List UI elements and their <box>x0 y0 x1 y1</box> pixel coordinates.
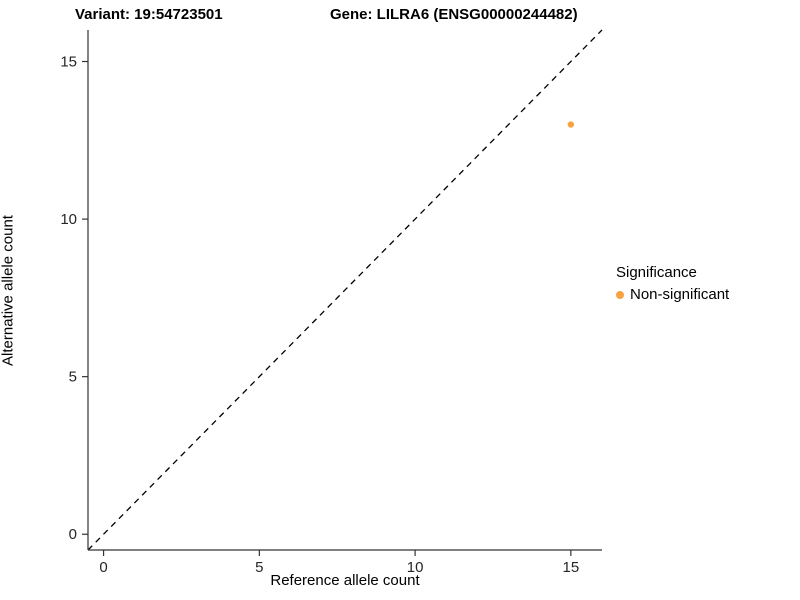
x-tick-label: 10 <box>407 559 424 576</box>
legend-entry-label: Non-significant <box>630 286 730 303</box>
y-tick-label: 0 <box>69 526 77 543</box>
legend-title: Significance <box>616 264 697 281</box>
x-axis-title: Reference allele count <box>270 572 420 589</box>
y-axis-ticks: 0 5 10 15 <box>60 54 88 543</box>
legend-entry: Non-significant <box>616 286 729 303</box>
legend-point-icon <box>616 290 624 299</box>
x-tick-label: 5 <box>255 559 263 576</box>
data-points <box>567 121 575 128</box>
plot-title-gene: Gene: LILRA6 (ENSG00000244482) <box>330 6 578 23</box>
x-axis-ticks: 0 5 10 15 <box>99 550 579 576</box>
x-tick-label: 15 <box>563 559 580 576</box>
legend: Significance Non-significant <box>616 264 729 303</box>
identity-line <box>87 29 603 551</box>
y-axis-title: Alternative allele count <box>0 215 17 366</box>
y-tick-label: 5 <box>69 369 77 386</box>
data-point <box>567 121 575 128</box>
y-tick-label: 10 <box>60 211 77 228</box>
x-tick-label: 0 <box>99 559 107 576</box>
axes <box>87 30 602 551</box>
plot-title-variant: Variant: 19:54723501 <box>75 6 223 23</box>
y-tick-label: 15 <box>60 54 77 71</box>
